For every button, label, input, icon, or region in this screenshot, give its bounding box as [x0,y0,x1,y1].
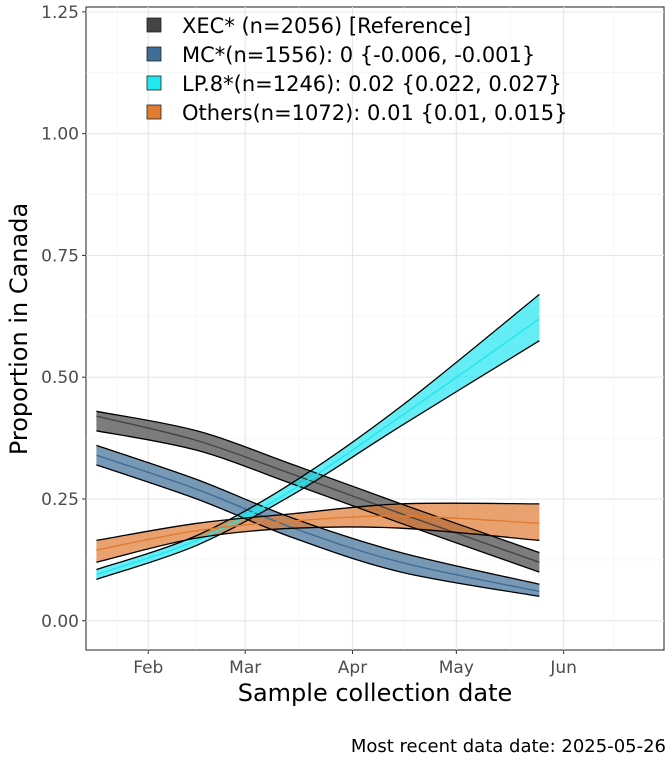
fit-lines [96,293,540,598]
legend-label-1: MC*(n=1556): 0 {-0.006, -0.001} [182,43,535,67]
fit-line-0 [96,415,540,563]
x-axis: Feb Mar Apr May Jun [133,650,577,678]
ci-upper-line-1 [96,444,540,585]
legend-label-2: LP.8*(n=1246): 0.02 {0.022, 0.027} [182,72,562,96]
y-tick-label: 1.00 [41,125,79,145]
y-tick-label: 0.50 [41,368,79,388]
x-tick-label: Mar [229,658,261,678]
legend-key-3 [146,104,162,120]
x-tick-label: Apr [338,658,367,678]
x-tick-label: May [439,658,474,678]
legend-key-2 [146,75,162,91]
y-axis-title: Proportion in Canada [5,203,33,455]
y-tick-label: 0.75 [41,246,79,266]
legend: XEC* (n=2056) [Reference] MC*(n=1556): 0 … [146,14,567,125]
ci-lower-line-2 [96,340,540,581]
ci-lower-line-0 [96,430,540,573]
fit-line-3 [96,515,540,551]
ci-upper-line-2 [96,293,540,571]
ci-lower-line-1 [96,464,540,598]
ci-band-0 [96,411,540,573]
legend-label-3: Others(n=1072): 0.01 {0.01, 0.015} [182,101,567,125]
ci-upper-line-0 [96,410,540,554]
y-tick-label: 1.25 [41,3,79,23]
grid [86,7,664,650]
legend-key-1 [146,46,162,62]
legend-label-0: XEC* (n=2056) [Reference] [182,14,471,38]
y-axis: 0.00 0.25 0.50 0.75 1.00 1.25 [41,3,86,632]
y-tick-label: 0.00 [41,612,79,632]
caption: Most recent data date: 2025-05-26 [350,736,666,757]
legend-key-0 [146,17,162,33]
ci-upper-line-3 [96,502,540,542]
fit-line-2 [96,318,540,576]
ci-lower-line-3 [96,526,540,563]
x-axis-title: Sample collection date [238,679,513,707]
y-tick-label: 0.25 [41,490,79,510]
ci-band-3 [96,503,540,563]
x-tick-label: Feb [133,658,163,678]
x-tick-label: Jun [549,658,577,678]
